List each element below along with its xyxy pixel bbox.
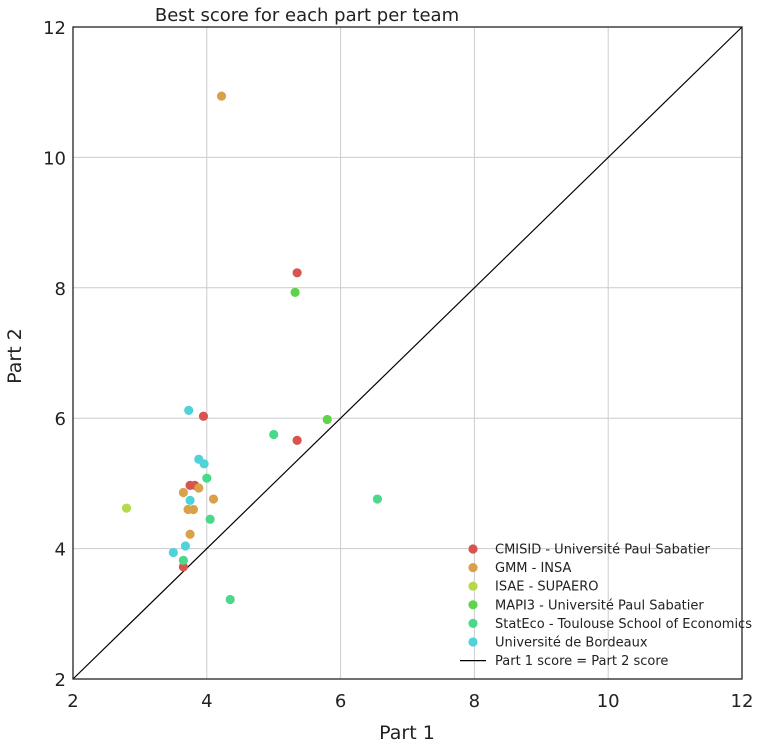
data-point-series-5 [184,405,194,415]
y-tick-label: 6 [55,409,66,430]
legend-label: GMM - INSA [495,561,572,576]
data-point-series-2 [121,503,132,513]
x-axis-label: Part 1 [379,722,435,744]
legend-marker [468,637,478,647]
y-axis-label: Part 2 [4,328,26,384]
data-point-series-1 [185,529,195,539]
legend-label: ISAE - SUPAERO [495,580,599,595]
data-point-series-0 [198,411,209,421]
legend: CMISID - Université Paul Sabatier GMM - I… [460,543,752,669]
x-tick-label: 12 [731,691,754,712]
data-point-series-5 [168,547,178,558]
x-tick-label: 4 [201,691,212,712]
legend-label: Part 1 score = Part 2 score [495,654,668,669]
data-point-series-4 [225,594,235,605]
data-point-series-1 [208,494,219,504]
legend-marker [468,544,478,554]
legend-marker [468,618,478,629]
data-point-series-3 [322,414,332,425]
legend-label: Université de Bordeaux [495,636,648,651]
x-tick-label: 2 [67,691,78,712]
data-point-series-4 [269,429,279,440]
y-tick-label: 2 [55,670,66,691]
y-tick-label: 12 [43,18,66,39]
legend-label: StatEco - Toulouse School of Economics [495,617,752,632]
data-point-series-4 [372,494,382,504]
data-point-series-1 [216,91,227,101]
data-point-series-0 [292,268,302,278]
x-tick-label: 10 [597,691,620,712]
data-point-series-4 [178,555,188,565]
legend-label: CMISID - Université Paul Sabatier [495,543,711,558]
legend-marker [468,581,478,591]
legend-marker [468,600,478,610]
data-point-series-3 [290,287,300,297]
legend-marker [468,563,478,573]
data-point-series-0 [178,562,188,572]
data-point-series-4 [202,473,212,483]
data-point-series-5 [199,459,209,469]
y-tick-label: 10 [43,148,66,169]
data-point-series-4 [205,514,215,524]
chart-title: Best score for each part per team [155,5,459,26]
data-point-series-0 [292,435,302,445]
y-tick-label: 8 [55,279,66,300]
legend-label: MAPI3 - Université Paul Sabatier [495,598,704,613]
data-point-series-1 [188,504,199,515]
y-tick-label: 4 [55,540,66,561]
x-tick-label: 6 [335,691,346,712]
reference-line-layer [72,26,743,680]
data-point-series-5 [180,541,190,551]
plot-frame [72,26,743,680]
x-tick-label: 8 [469,691,480,712]
data-points [121,91,382,605]
data-point-series-1 [178,487,188,498]
data-point-series-5 [185,495,195,505]
data-point-series-1 [194,483,204,493]
tick-labels: 2 4 6 8 10 12 2 4 6 8 10 12 [43,18,753,712]
reference-line [72,26,743,680]
